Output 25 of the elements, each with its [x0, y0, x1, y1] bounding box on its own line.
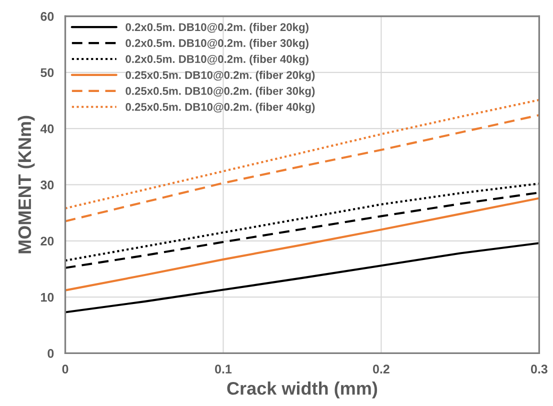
- y-tick-label: 30: [40, 180, 54, 190]
- y-tick-label: 50: [40, 68, 54, 78]
- x-axis-title: Crack width (mm): [227, 382, 378, 398]
- line-series: [65, 192, 540, 269]
- y-tick-label: 10: [41, 292, 54, 302]
- line-series: [65, 98, 540, 210]
- line-series: [65, 182, 540, 262]
- legend-label: 0.25x0.5m. DB10@0.2m. (fiber 40kg): [126, 102, 315, 114]
- legend-label: 0.25x0.5m. DB10@0.2m. (fiber 20kg): [126, 70, 315, 82]
- x-tick-label: 0.1: [215, 364, 232, 374]
- line-series: [65, 197, 540, 292]
- x-tick-label: 0.3: [530, 364, 548, 374]
- legend-label: 0.2x0.5m. DB10@0.2m. (fiber 20kg): [126, 22, 308, 34]
- y-tick-label: 60: [40, 12, 54, 21]
- legend-label: 0.2x0.5m. DB10@0.2m. (fiber 40kg): [126, 54, 308, 66]
- x-tick-label: 0: [62, 364, 68, 374]
- y-tick-label: 20: [40, 236, 54, 246]
- line-series: [65, 114, 540, 222]
- legend-label: 0.2x0.5m. DB10@0.2m. (fiber 30kg): [126, 38, 308, 50]
- line-series: [65, 242, 540, 314]
- y-tick-label: 0: [48, 349, 54, 358]
- legend-label: 0.25x0.5m. DB10@0.2m. (fiber 30kg): [126, 86, 315, 98]
- x-tick-label: 0.2: [373, 364, 390, 374]
- y-tick-label: 40: [40, 124, 54, 134]
- y-axis-title: MOMENT (KNm): [18, 116, 35, 254]
